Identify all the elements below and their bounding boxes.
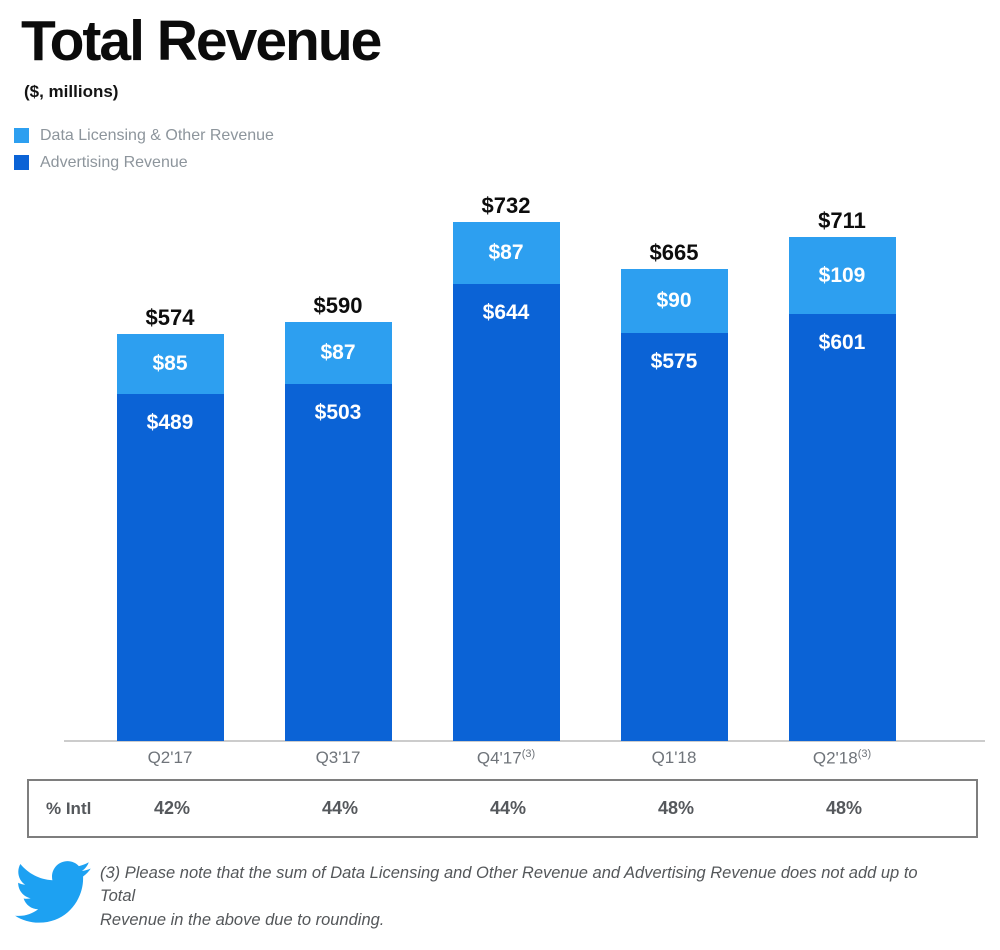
- legend-item-advertising: Advertising Revenue: [14, 154, 274, 171]
- segment-advertising: $575: [620, 333, 728, 741]
- segment-data-licensing: $87: [452, 222, 560, 284]
- intl-value: 48%: [825, 798, 863, 818]
- chart-units: ($, millions): [24, 82, 119, 101]
- segment-advertising: $503: [284, 384, 392, 741]
- segment-value-label: $87: [488, 241, 524, 264]
- page-title: Total Revenue: [21, 9, 382, 73]
- footnote: (3) Please note that the sum of Data Lic…: [100, 862, 948, 932]
- legend: Data Licensing & Other Revenue Advertisi…: [14, 127, 274, 181]
- total-label: $590: [313, 293, 363, 318]
- segment-value-label: $503: [314, 401, 362, 424]
- intl-value: 44%: [489, 798, 527, 818]
- intl-table: % Intl 42% 44% 44% 48% 48%: [27, 779, 978, 838]
- x-axis-label: Q3'17: [315, 748, 361, 767]
- segment-data-licensing: $109: [788, 237, 896, 314]
- segment-value-label: $87: [320, 341, 356, 364]
- total-label: $711: [818, 208, 866, 233]
- segment-value-label: $601: [818, 331, 866, 354]
- x-axis-label: Q2'18(3): [812, 748, 872, 768]
- total-label: $665: [649, 240, 699, 265]
- intl-value: 48%: [657, 798, 695, 818]
- total-label: $732: [481, 193, 531, 218]
- x-axis-label: Q1'18: [651, 748, 697, 767]
- bar-q1-18: $665 $90 $575: [620, 240, 728, 741]
- bar-q2-17: $574 $85 $489: [116, 305, 224, 741]
- segment-value-label: $90: [656, 289, 692, 312]
- legend-item-data-licensing: Data Licensing & Other Revenue: [14, 127, 274, 144]
- segment-value-label: $644: [482, 301, 530, 324]
- segment-value-label: $109: [818, 263, 866, 287]
- x-axis-label: Q2'17: [147, 748, 193, 767]
- legend-label-data-licensing: Data Licensing & Other Revenue: [40, 126, 274, 144]
- segment-data-licensing: $90: [620, 269, 728, 333]
- footnote-line-1: (3) Please note that the sum of Data Lic…: [100, 864, 918, 906]
- segment-data-licensing: $85: [116, 334, 224, 394]
- footnote-marker: (3): [857, 748, 872, 760]
- total-label: $574: [145, 305, 195, 330]
- x-axis-labels: Q2'17 Q3'17 Q4'17(3) Q1'18 Q2'18(3): [0, 748, 1000, 772]
- intl-value: 42%: [153, 798, 191, 818]
- bar-chart: $574 $85 $489 $590 $87 $503 $732 $87 $644 $665 $90…: [64, 193, 985, 742]
- segment-value-label: $85: [152, 352, 188, 375]
- bar-q4-17: $732 $87 $644: [452, 193, 560, 741]
- twitter-logo-icon: [15, 861, 91, 923]
- segment-data-licensing: $87: [284, 322, 392, 384]
- x-axis-line: [64, 740, 985, 742]
- x-axis-label: Q4'17(3): [476, 748, 536, 768]
- legend-swatch-data-licensing-icon: [14, 128, 29, 143]
- intl-value: 44%: [321, 798, 359, 818]
- legend-label-advertising: Advertising Revenue: [40, 153, 188, 171]
- legend-swatch-advertising-icon: [14, 155, 29, 170]
- segment-advertising: $601: [788, 314, 896, 741]
- segment-advertising: $489: [116, 394, 224, 741]
- segment-value-label: $489: [146, 411, 194, 434]
- intl-row-label: % Intl: [46, 799, 92, 818]
- footnote-line-2: Revenue in the above due to rounding.: [100, 910, 385, 929]
- bar-q2-18: $711 $109 $601: [788, 208, 896, 741]
- footnote-marker: (3): [521, 748, 536, 760]
- bar-q3-17: $590 $87 $503: [284, 293, 392, 741]
- segment-advertising: $644: [452, 284, 560, 741]
- segment-value-label: $575: [650, 350, 698, 373]
